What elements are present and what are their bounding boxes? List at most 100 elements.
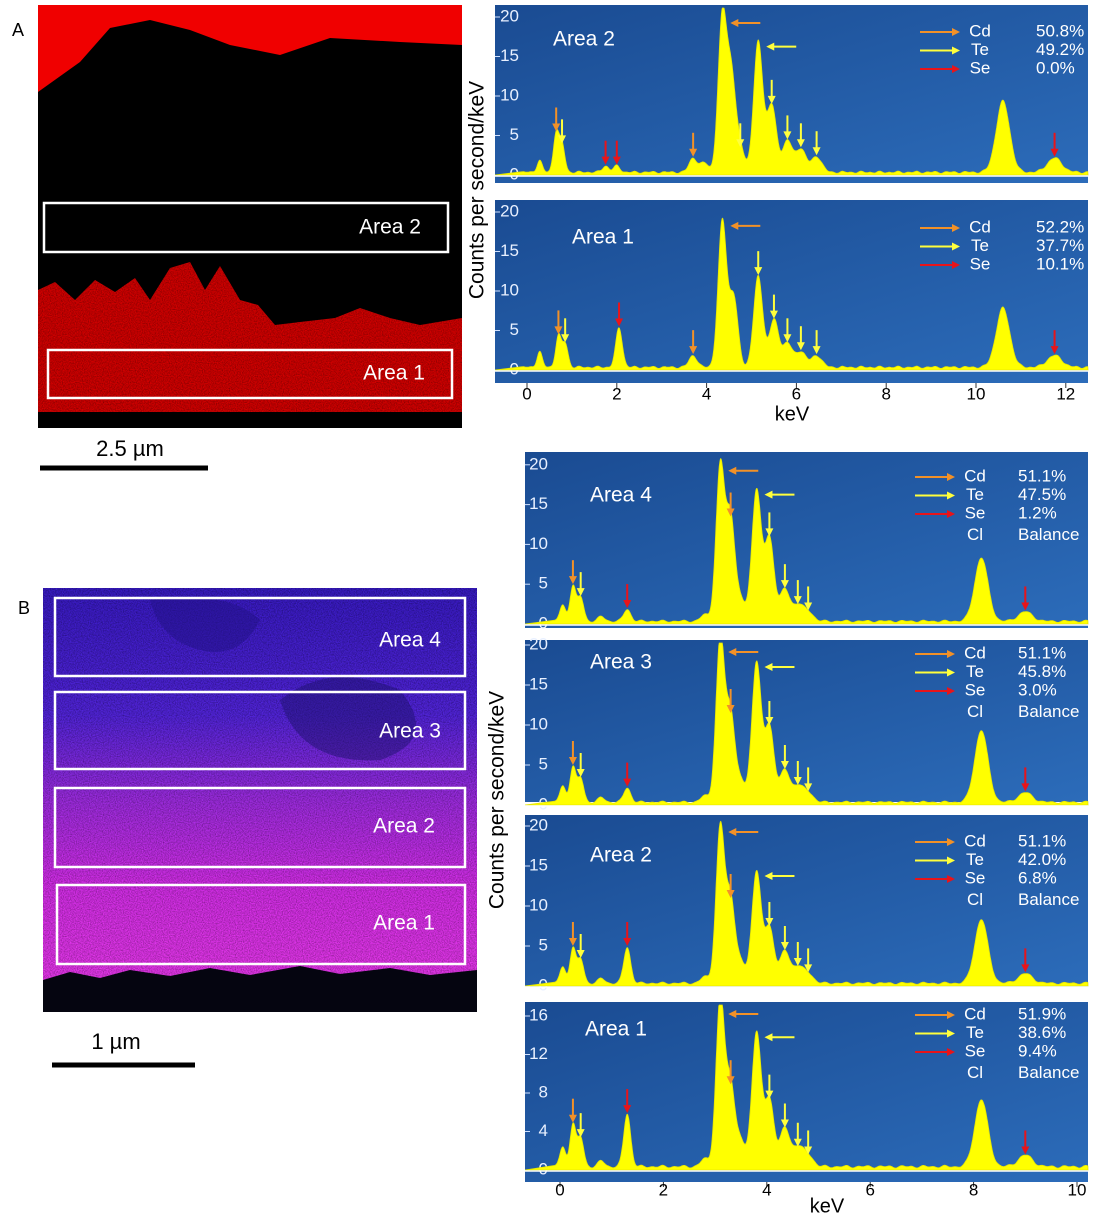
spectrum-curve	[524, 820, 1089, 987]
y-tick-label: 15	[529, 855, 548, 874]
peak-arrow-head	[726, 508, 735, 517]
map-a-film-region	[38, 262, 462, 412]
legend-element: Cl	[967, 702, 983, 721]
spectrum-curve	[494, 7, 1089, 176]
legend-element: Cd	[969, 21, 991, 40]
legend-value: 49.2%	[1036, 40, 1084, 59]
peak-arrow-head	[730, 221, 739, 230]
y-tick-label: 10	[529, 534, 548, 553]
peak-arrow-head	[764, 1033, 773, 1042]
peak-arrow-head	[804, 964, 813, 973]
peak-arrow-head	[576, 769, 585, 777]
legend-element: Te	[966, 1023, 984, 1042]
legend-element: Cd	[964, 466, 986, 485]
peak-arrow-head	[765, 528, 774, 537]
legend-element: Cl	[967, 1063, 983, 1082]
peak-arrow-head	[812, 346, 821, 355]
legend-element: Se	[970, 254, 991, 273]
spectrum-title: Area 4	[590, 484, 652, 507]
map-a-top-region	[38, 5, 462, 92]
legend-value: Balance	[1018, 525, 1079, 544]
peak-arrow-head	[765, 1090, 774, 1099]
legend-value: 50.8%	[1036, 21, 1084, 40]
legend-arrow-head	[952, 261, 960, 269]
legend-value: 51.1%	[1018, 831, 1066, 850]
legend-arrow-head	[947, 491, 955, 500]
x-tick-label: 12	[1056, 384, 1075, 403]
legend-value: 37.7%	[1036, 236, 1084, 255]
peak-arrow-head	[689, 346, 698, 355]
y-tick-label: 20	[500, 201, 519, 220]
peak-arrow-head	[780, 942, 789, 950]
map-b-substrate	[43, 966, 477, 1012]
peak-arrow-head	[804, 1146, 813, 1155]
legend-value: 51.1%	[1018, 466, 1066, 485]
y-tick-label: 20	[529, 815, 548, 834]
x-tick-label: 4	[762, 1180, 771, 1199]
y-tick-label: 10	[529, 714, 548, 733]
y-tick-label: 20	[500, 6, 519, 25]
peak-arrow-head	[728, 466, 737, 475]
scale-bar-label: 1 µm	[91, 1029, 140, 1054]
legend-arrow-head	[947, 473, 955, 481]
spectrum-curve	[494, 217, 1089, 371]
peak-arrow-head	[1050, 148, 1059, 157]
legend-arrow-head	[947, 1029, 955, 1038]
peak-arrow-head	[793, 1138, 802, 1147]
x-tick-label: 4	[702, 384, 711, 403]
y-tick-label: 10	[500, 85, 519, 104]
legend-value: 42.0%	[1018, 850, 1066, 869]
peak-arrow-head	[623, 1105, 632, 1114]
y-tick-label: 20	[529, 454, 548, 473]
x-tick-label: 2	[659, 1180, 668, 1199]
map-area-box	[53, 786, 467, 869]
legend-element: Cd	[964, 831, 986, 850]
y-tick-label: 5	[539, 935, 548, 954]
legend-value: 38.6%	[1018, 1023, 1066, 1042]
peak-arrow-head	[783, 131, 792, 140]
peak-arrow-head	[1021, 1146, 1030, 1155]
legend-value: Balance	[1018, 702, 1079, 721]
legend-value: 51.9%	[1018, 1004, 1066, 1023]
legend-arrow-head	[947, 687, 955, 695]
peak-arrow-head	[561, 334, 570, 343]
peak-arrow-head	[793, 596, 802, 605]
legend-element: Cl	[967, 525, 983, 544]
peak-arrow-head	[1021, 964, 1030, 973]
y-tick-label: 15	[529, 674, 548, 693]
legend-element: Te	[971, 40, 989, 59]
x-tick-label: 0	[522, 384, 531, 403]
peak-arrow-head	[623, 938, 632, 946]
map-b-grain-patch	[280, 677, 416, 761]
y-tick-label: 5	[510, 320, 519, 339]
peak-arrow-head	[576, 588, 585, 597]
legend-arrow-head	[952, 242, 960, 251]
y-tick-label: 8	[539, 1082, 548, 1101]
legend-value: 52.2%	[1036, 217, 1084, 236]
map-area-label: Area 2	[359, 216, 421, 239]
peak-arrow-head	[765, 717, 774, 725]
peak-arrow-head	[728, 1010, 737, 1018]
legend-element: Se	[965, 1041, 986, 1060]
x-tick-label: 0	[555, 1180, 564, 1199]
legend-arrow-head	[947, 838, 955, 846]
x-tick-label: 10	[1068, 1180, 1087, 1199]
y-tick-label: 16	[529, 1005, 548, 1024]
peak-arrow-head	[728, 828, 737, 836]
spectrum-title: Area 1	[585, 1018, 647, 1041]
legend-element: Te	[966, 850, 984, 869]
legend-value: 51.1%	[1018, 643, 1066, 662]
legend-element: Se	[965, 680, 986, 699]
peak-arrow-head	[780, 580, 789, 589]
peak-arrow-head	[615, 318, 624, 327]
y-tick-label: 15	[500, 46, 519, 65]
peak-arrow-head	[1050, 346, 1059, 355]
peak-arrow-head	[793, 777, 802, 785]
peak-arrow-head	[780, 761, 789, 769]
peak-arrow-head	[804, 602, 813, 611]
peak-arrow-head	[568, 757, 577, 765]
legend-value: 0.0%	[1036, 58, 1075, 77]
peak-arrow-head	[769, 310, 778, 319]
